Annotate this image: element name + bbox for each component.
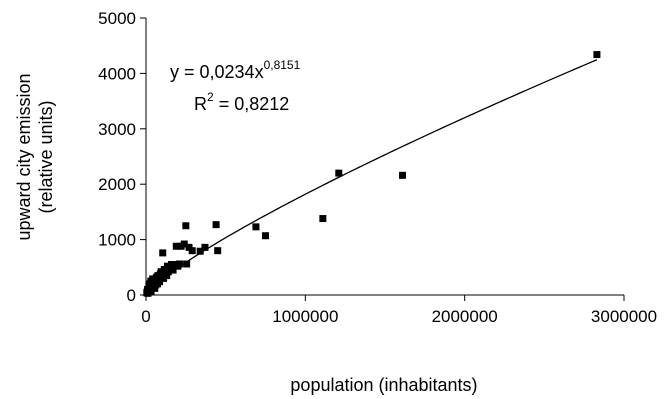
equation-text: y = 0,0234x0,8151 — [170, 58, 301, 82]
data-point — [214, 247, 222, 255]
y-tick-label: 0 — [127, 286, 136, 305]
data-point — [212, 221, 220, 229]
y-ticks: 0 1000 2000 3000 4000 5000 — [98, 9, 146, 305]
data-point — [335, 169, 343, 177]
data-point — [593, 51, 601, 59]
data-point — [183, 260, 191, 268]
x-tick-label: 0 — [141, 307, 150, 326]
data-point — [172, 242, 180, 250]
x-ticks: 0 1000000 2000000 3000000 — [141, 295, 657, 326]
y-tick-label: 5000 — [98, 9, 136, 28]
data-points — [143, 51, 601, 297]
y-axis-title-line2: (relative units) — [36, 100, 56, 213]
data-point — [175, 260, 183, 268]
data-point — [201, 243, 209, 251]
regression-annotation: y = 0,0234x0,8151 R2 = 0,8212 — [170, 58, 301, 114]
data-point — [159, 249, 167, 257]
data-point — [180, 240, 188, 248]
data-point — [399, 171, 407, 179]
data-point — [169, 266, 177, 274]
data-point — [188, 247, 196, 255]
x-tick-label: 2000000 — [432, 307, 498, 326]
data-point — [182, 222, 190, 230]
y-tick-label: 2000 — [98, 175, 136, 194]
data-point — [252, 223, 260, 231]
axes — [145, 18, 624, 296]
y-tick-label: 4000 — [98, 64, 136, 83]
x-axis-title: population (inhabitants) — [290, 375, 477, 395]
data-point — [262, 232, 269, 240]
y-tick-label: 3000 — [98, 120, 136, 139]
data-point — [319, 215, 327, 223]
data-point — [156, 278, 164, 286]
data-point — [196, 247, 204, 255]
x-tick-label: 1000000 — [272, 307, 338, 326]
y-axis-title-line1: upward city emission — [14, 73, 34, 240]
x-tick-label: 3000000 — [591, 307, 657, 326]
r-squared-text: R2 = 0,8212 — [194, 90, 289, 114]
data-point — [163, 272, 171, 280]
y-tick-label: 1000 — [98, 231, 136, 250]
